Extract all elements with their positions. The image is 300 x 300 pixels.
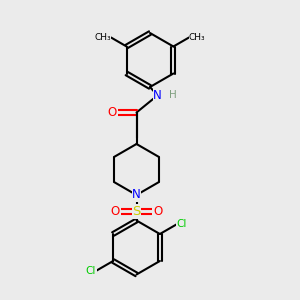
Text: H: H <box>169 90 176 100</box>
Text: S: S <box>132 205 141 218</box>
Text: CH₃: CH₃ <box>189 33 206 42</box>
Text: O: O <box>108 106 117 119</box>
Text: N: N <box>153 89 162 102</box>
Text: O: O <box>153 205 162 218</box>
Text: Cl: Cl <box>177 219 187 229</box>
Text: Cl: Cl <box>86 266 96 276</box>
Text: O: O <box>111 205 120 218</box>
Text: N: N <box>132 188 141 202</box>
Text: CH₃: CH₃ <box>94 33 111 42</box>
